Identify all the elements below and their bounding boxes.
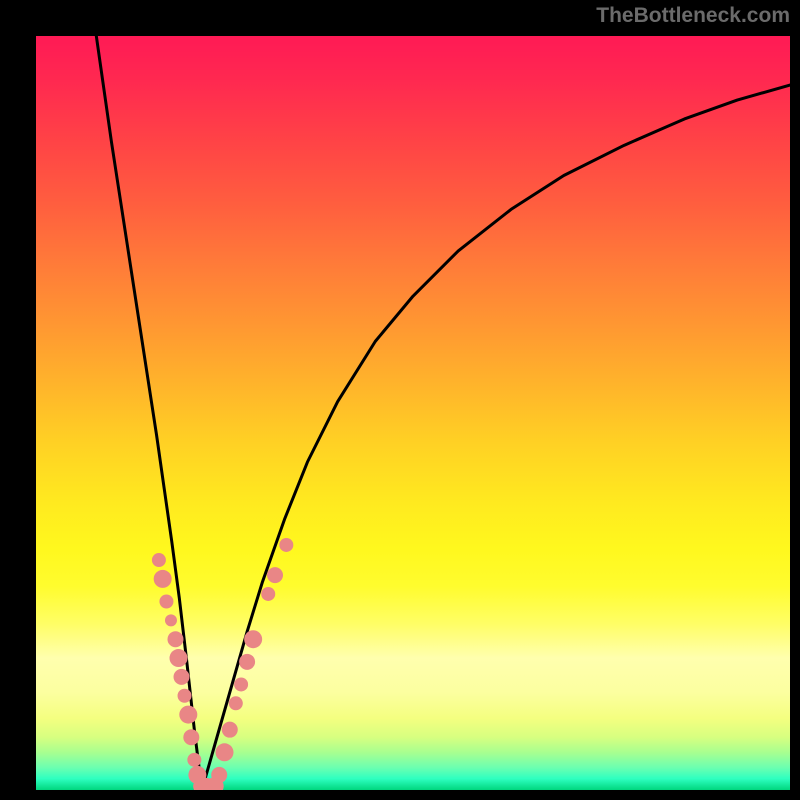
data-dot [267, 567, 283, 583]
data-dot [216, 743, 234, 761]
data-dot [183, 729, 199, 745]
bottleneck-curve [96, 36, 790, 790]
data-dot [239, 654, 255, 670]
data-dot [234, 677, 248, 691]
data-dot [222, 722, 238, 738]
data-dot [244, 630, 262, 648]
data-dot [170, 649, 188, 667]
watermark-text: TheBottleneck.com [596, 4, 790, 28]
data-dot [159, 595, 173, 609]
data-dot [174, 669, 190, 685]
data-dot [179, 706, 197, 724]
bottleneck-curve-svg [36, 36, 790, 790]
data-dot [279, 538, 293, 552]
data-dot [187, 753, 201, 767]
data-dot [154, 570, 172, 588]
data-dot [165, 614, 177, 626]
data-dot [167, 631, 183, 647]
data-dot [178, 689, 192, 703]
plot-area [36, 36, 790, 790]
data-dot [211, 767, 227, 783]
data-dot [152, 553, 166, 567]
chart-frame: TheBottleneck.com [0, 0, 800, 800]
data-dot [229, 696, 243, 710]
data-dot [261, 587, 275, 601]
data-dots [152, 538, 293, 790]
